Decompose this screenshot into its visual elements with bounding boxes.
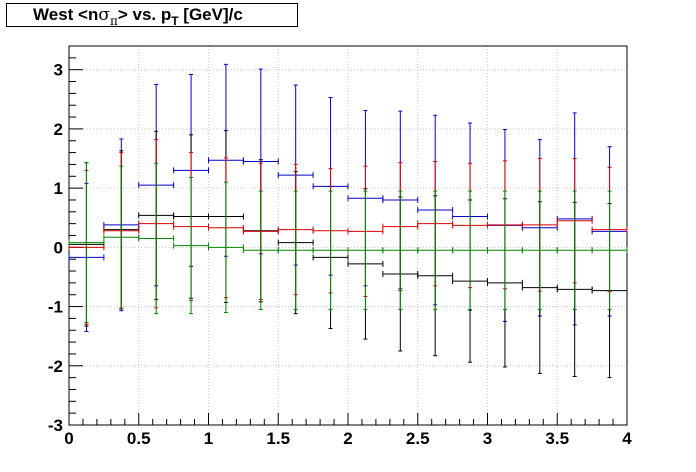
series-green <box>68 162 628 324</box>
title-sigma: σ <box>98 5 110 25</box>
y-tick-label: 0 <box>54 238 63 257</box>
series-red <box>68 139 628 325</box>
data-point <box>277 190 314 311</box>
chart-title: West <nσπ> vs. pT [GeV]/c <box>6 3 298 28</box>
y-tick-label: 2 <box>54 120 63 139</box>
data-point <box>173 176 209 315</box>
data-point <box>452 190 488 311</box>
data-point <box>312 190 349 311</box>
x-tick-label: 4 <box>622 429 632 448</box>
data-point <box>591 190 628 311</box>
data-point <box>103 165 140 309</box>
y-tick-label: -2 <box>48 357 63 376</box>
data-point <box>242 190 279 311</box>
data-point <box>138 162 175 315</box>
series-group <box>68 63 628 379</box>
data-point <box>487 190 523 311</box>
y-tick-label: 1 <box>54 179 63 198</box>
x-tick-label: 0.5 <box>127 429 151 448</box>
x-tick-label: 3.5 <box>545 429 569 448</box>
y-tick-label: -1 <box>48 298 63 317</box>
data-point <box>417 190 454 311</box>
x-tick-label: 3 <box>483 429 492 448</box>
data-point <box>382 190 419 311</box>
x-tick-label: 1.5 <box>266 429 290 448</box>
title-before: West <n <box>33 5 99 24</box>
x-tick-label: 2.5 <box>406 429 430 448</box>
series-blue <box>68 63 628 332</box>
y-tick-label: -3 <box>48 416 63 435</box>
x-tick-label: 1 <box>204 429 213 448</box>
x-tick-label: 0 <box>64 429 73 448</box>
grid <box>69 46 627 425</box>
title-pi: π <box>109 14 118 28</box>
title-sub: T <box>171 14 179 28</box>
title-after: [GeV]/c <box>178 5 243 24</box>
x-tick-label: 2 <box>343 429 352 448</box>
data-point <box>347 190 384 311</box>
y-tick-label: 3 <box>54 61 63 80</box>
title-mid: > vs. p <box>117 5 172 24</box>
data-point <box>521 190 558 311</box>
axes: 0 0.5 1 1.5 2 2.5 3 3.5 4 -3 -2 -1 0 1 2 3 <box>48 45 632 448</box>
data-point <box>208 181 244 313</box>
data-point <box>68 162 105 324</box>
data-point <box>556 190 593 311</box>
